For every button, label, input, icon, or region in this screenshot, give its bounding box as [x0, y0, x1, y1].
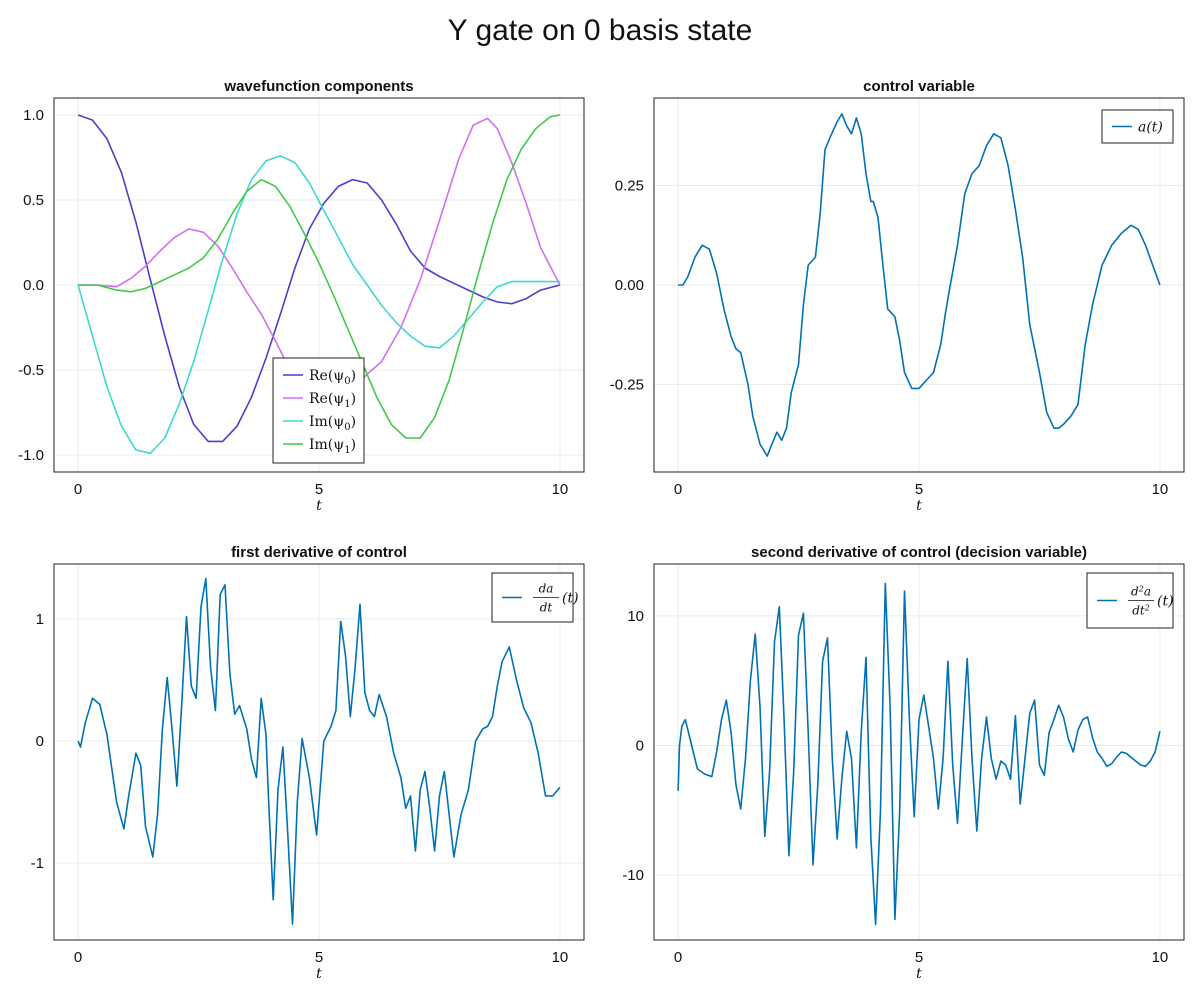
y-tick-label: 0.5: [23, 192, 44, 209]
x-tick-label: 0: [74, 481, 82, 498]
plot-title: first derivative of control: [231, 544, 407, 561]
y-tick-label: 0.00: [615, 277, 644, 294]
legend-label: Re(ψ1): [309, 391, 356, 410]
x-tick-label: 10: [552, 481, 569, 498]
y-tick-label: 0: [636, 738, 644, 755]
plot-panel-1: 0 5 10 1.0 0.5 0.0 -0.5 -1.0 wavefunction compon…: [18, 78, 585, 514]
legend-denominator: dt2: [1132, 604, 1150, 618]
y-tick-label: 1: [36, 611, 44, 628]
x-tick-label: 0: [674, 949, 682, 966]
series-line-3: [77, 155, 560, 455]
legend-numerator: d2a: [1131, 585, 1151, 599]
y-tick-label: -0.25: [610, 376, 644, 393]
plot-panel-2: 0 5 10 0.25 0.00 -0.25 control variable t a(t): [610, 78, 1185, 514]
plot-panel-4: 0 5 10 10 0 -10 second derivative of control (…: [622, 544, 1185, 982]
x-tick-label: 5: [315, 481, 323, 498]
x-tick-label: 10: [552, 949, 569, 966]
y-tick-label: 0.25: [615, 178, 644, 195]
plot-title: second derivative of control (decision v…: [751, 544, 1087, 561]
x-tick-label: 10: [1152, 481, 1169, 498]
series-line-1: [677, 582, 1161, 926]
y-tick-label: -1: [31, 855, 44, 872]
x-tick-label: 5: [915, 949, 923, 966]
series-line-1: [77, 577, 561, 925]
plot-frame: [653, 563, 1185, 941]
legend-denominator: dt: [540, 601, 553, 615]
legend-label: Im(ψ1): [309, 437, 356, 456]
legend: a(t): [1101, 109, 1174, 144]
x-axis-label: t: [916, 498, 922, 514]
legend-label: (t): [1157, 594, 1174, 610]
legend-label: Re(ψ0): [309, 368, 356, 387]
plot-frame: [53, 97, 585, 473]
plot-frame: [653, 97, 1185, 473]
series-line-1: [678, 113, 1161, 457]
series-line-4: [78, 114, 561, 439]
y-tick-label: 0.0: [23, 277, 44, 294]
x-tick-label: 0: [74, 949, 82, 966]
x-axis-label: t: [316, 966, 322, 982]
x-tick-label: 0: [674, 481, 682, 498]
y-tick-label: 10: [627, 608, 644, 625]
legend-numerator: da: [539, 582, 554, 596]
y-tick-label: -1.0: [18, 447, 44, 464]
y-tick-label: 0: [36, 733, 44, 750]
legend: da dt (t): [491, 572, 579, 623]
legend-label: a(t): [1138, 120, 1163, 136]
y-tick-label: 1.0: [23, 107, 44, 124]
x-axis-label: t: [316, 498, 322, 514]
legend: d2a dt2 (t): [1086, 572, 1174, 629]
x-tick-label: 5: [315, 949, 323, 966]
plot-title: control variable: [863, 78, 975, 95]
y-tick-label: -0.5: [18, 362, 44, 379]
x-axis-label: t: [916, 966, 922, 982]
plot-frame: [53, 563, 585, 941]
legend-label: Im(ψ0): [309, 414, 356, 433]
legend: Re(ψ0) Re(ψ1) Im(ψ0) Im(ψ1): [272, 357, 365, 464]
x-tick-label: 5: [915, 481, 923, 498]
x-tick-label: 10: [1152, 949, 1169, 966]
figure-title: Y gate on 0 basis state: [447, 14, 753, 47]
series-line-1: [77, 114, 561, 443]
legend-label: (t): [562, 591, 579, 607]
y-tick-label: -10: [622, 867, 644, 884]
plot-title: wavefunction components: [223, 78, 413, 95]
